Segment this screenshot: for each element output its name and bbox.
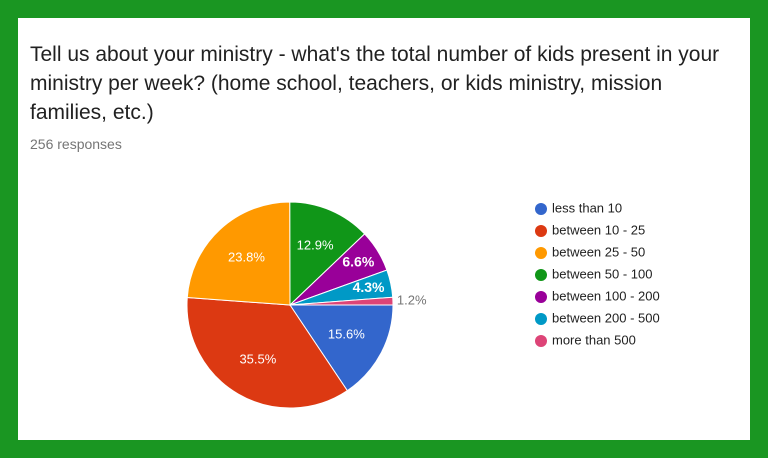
legend-marker xyxy=(535,225,547,237)
pie-slice xyxy=(186,297,348,409)
slice-label: 23.8% xyxy=(228,250,265,265)
legend-marker xyxy=(535,291,547,303)
legend-label: between 100 - 200 xyxy=(552,288,660,303)
slice-label: 12.9% xyxy=(297,238,334,253)
slice-label: 4.3% xyxy=(353,279,385,295)
response-count: 256 responses xyxy=(30,136,122,152)
legend-label: between 200 - 500 xyxy=(552,310,660,325)
legend-label: more than 500 xyxy=(552,332,636,347)
question-title: Tell us about your ministry - what's the… xyxy=(30,43,720,124)
slice-label: 1.2% xyxy=(397,292,427,307)
pie-slice xyxy=(289,201,366,307)
legend-marker xyxy=(535,247,547,259)
slice-label: 15.6% xyxy=(328,327,365,342)
legend-marker xyxy=(535,335,547,347)
chart: 15.6% 35.5% 23.8% 12.9% 6.6% 4.3% 1.2% less tha… xyxy=(186,200,660,409)
slice-label: 35.5% xyxy=(239,352,276,367)
card: Tell us about your ministry - what's the… xyxy=(18,18,750,440)
legend-marker xyxy=(535,203,547,215)
pie-slice xyxy=(289,296,394,306)
pie-slice xyxy=(289,304,394,392)
legend-label: less than 10 xyxy=(552,200,622,215)
pie-slice xyxy=(186,201,291,306)
legend-marker xyxy=(535,313,547,325)
legend-label: between 50 - 100 xyxy=(552,266,652,281)
slice-label: 6.6% xyxy=(342,253,374,269)
legend-label: between 10 - 25 xyxy=(552,222,645,237)
legend-label: between 25 - 50 xyxy=(552,244,645,259)
legend-marker xyxy=(535,269,547,281)
